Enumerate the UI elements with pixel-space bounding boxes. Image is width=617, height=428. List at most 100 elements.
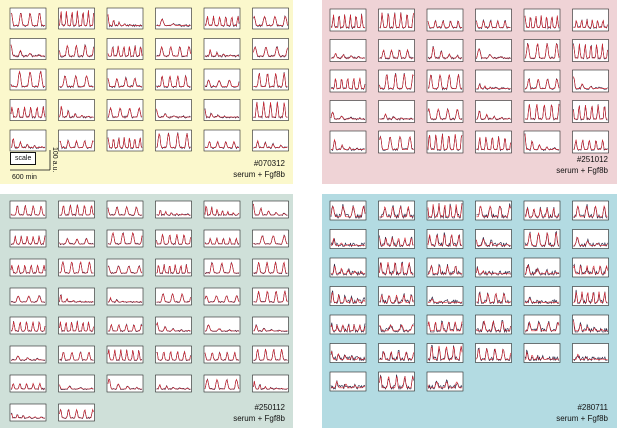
trace-red (379, 73, 414, 89)
trace-plot (426, 371, 464, 392)
plot-frame (426, 314, 464, 335)
trace-plot (252, 200, 289, 219)
panel-background (0, 0, 293, 184)
trace-red (205, 324, 240, 332)
panel-070312: scale 600 min 100 a.u. #070312 serum + F… (0, 0, 293, 184)
trace-plot (475, 39, 512, 62)
trace-plot (106, 287, 144, 306)
trace-red (573, 138, 608, 150)
trace-plot (155, 374, 192, 393)
trace-red (476, 292, 511, 303)
plot-frame (106, 374, 144, 393)
panel-background (0, 194, 293, 428)
trace-red (524, 133, 559, 150)
trace-red (11, 236, 46, 245)
plot-frame (475, 314, 512, 335)
trace-plot (252, 68, 289, 91)
trace-black (524, 349, 560, 362)
trace-red (10, 13, 45, 26)
trace-red (525, 103, 560, 120)
trace-plot (426, 130, 464, 154)
trace-red (10, 413, 45, 419)
trace-plot (106, 99, 144, 121)
trace-red (204, 205, 240, 216)
plot-frame (203, 200, 241, 219)
plot-frame (155, 316, 192, 335)
trace-red (573, 353, 608, 360)
trace-plot (9, 68, 47, 91)
plot-frame (329, 229, 367, 249)
trace-plot (203, 68, 241, 91)
trace-plot (106, 374, 144, 393)
trace-red (59, 238, 94, 245)
trace-red (573, 19, 608, 28)
trace-plot (572, 39, 609, 62)
plot-frame (58, 258, 95, 277)
trace-plot (203, 316, 241, 335)
plot-frame (58, 374, 95, 393)
trace-plot (378, 39, 415, 62)
trace-plot (572, 257, 609, 278)
plot-frame (426, 286, 464, 306)
trace-red (10, 138, 45, 148)
trace-red (107, 77, 143, 87)
plot-frame (329, 314, 367, 335)
plot-frame (475, 286, 512, 306)
plot-frame (475, 100, 512, 123)
plot-frame (106, 7, 144, 30)
plot-frame (572, 286, 609, 306)
trace-red (10, 382, 46, 390)
plot-frame (426, 69, 464, 93)
trace-red (59, 384, 94, 390)
plot-frame (252, 345, 289, 364)
plot-frame (378, 229, 415, 249)
trace-red (524, 15, 560, 28)
plot-frame (58, 99, 95, 121)
plot-frame (252, 374, 289, 393)
trace-red (330, 350, 366, 360)
trace-plot (475, 286, 512, 306)
trace-plot (9, 316, 47, 335)
trace-plot (9, 403, 47, 422)
trace-plot (155, 258, 192, 277)
trace-plot (378, 314, 415, 335)
trace-red (11, 355, 46, 361)
panel-250112-condition: serum + Fgf8b (233, 414, 285, 423)
plot-frame (378, 39, 415, 62)
trace-red (59, 105, 94, 118)
trace-red (205, 140, 239, 148)
trace-plot (475, 100, 512, 123)
plot-frame (9, 403, 47, 422)
trace-plot (252, 229, 289, 248)
trace-red (476, 83, 511, 89)
panel-251012-condition: serum + Fgf8b (556, 166, 608, 175)
trace-plot (58, 68, 95, 91)
trace-plot (203, 7, 241, 30)
trace-plot (329, 371, 367, 392)
trace-plot (523, 343, 561, 363)
trace-plot (106, 7, 144, 30)
plot-frame (9, 229, 47, 248)
trace-red (476, 136, 511, 150)
trace-red (476, 48, 511, 59)
trace-black (330, 203, 366, 220)
trace-plot (475, 257, 512, 278)
trace-plot (378, 130, 415, 154)
trace-red (107, 349, 142, 361)
trace-red (11, 321, 46, 332)
plot-frame (155, 258, 192, 277)
plot-frame (523, 130, 561, 154)
trace-plot (572, 8, 609, 32)
trace-plot (426, 69, 464, 93)
scale-x-label: 600 min (12, 174, 37, 181)
trace-red (59, 74, 94, 87)
trace-plot (475, 200, 512, 221)
trace-black (379, 374, 414, 391)
trace-plot (329, 100, 367, 123)
trace-red (156, 350, 191, 361)
trace-red (156, 108, 191, 118)
trace-plot (203, 129, 241, 152)
trace-red (107, 14, 143, 26)
trace-plot (426, 257, 464, 278)
plot-frame (572, 343, 609, 363)
